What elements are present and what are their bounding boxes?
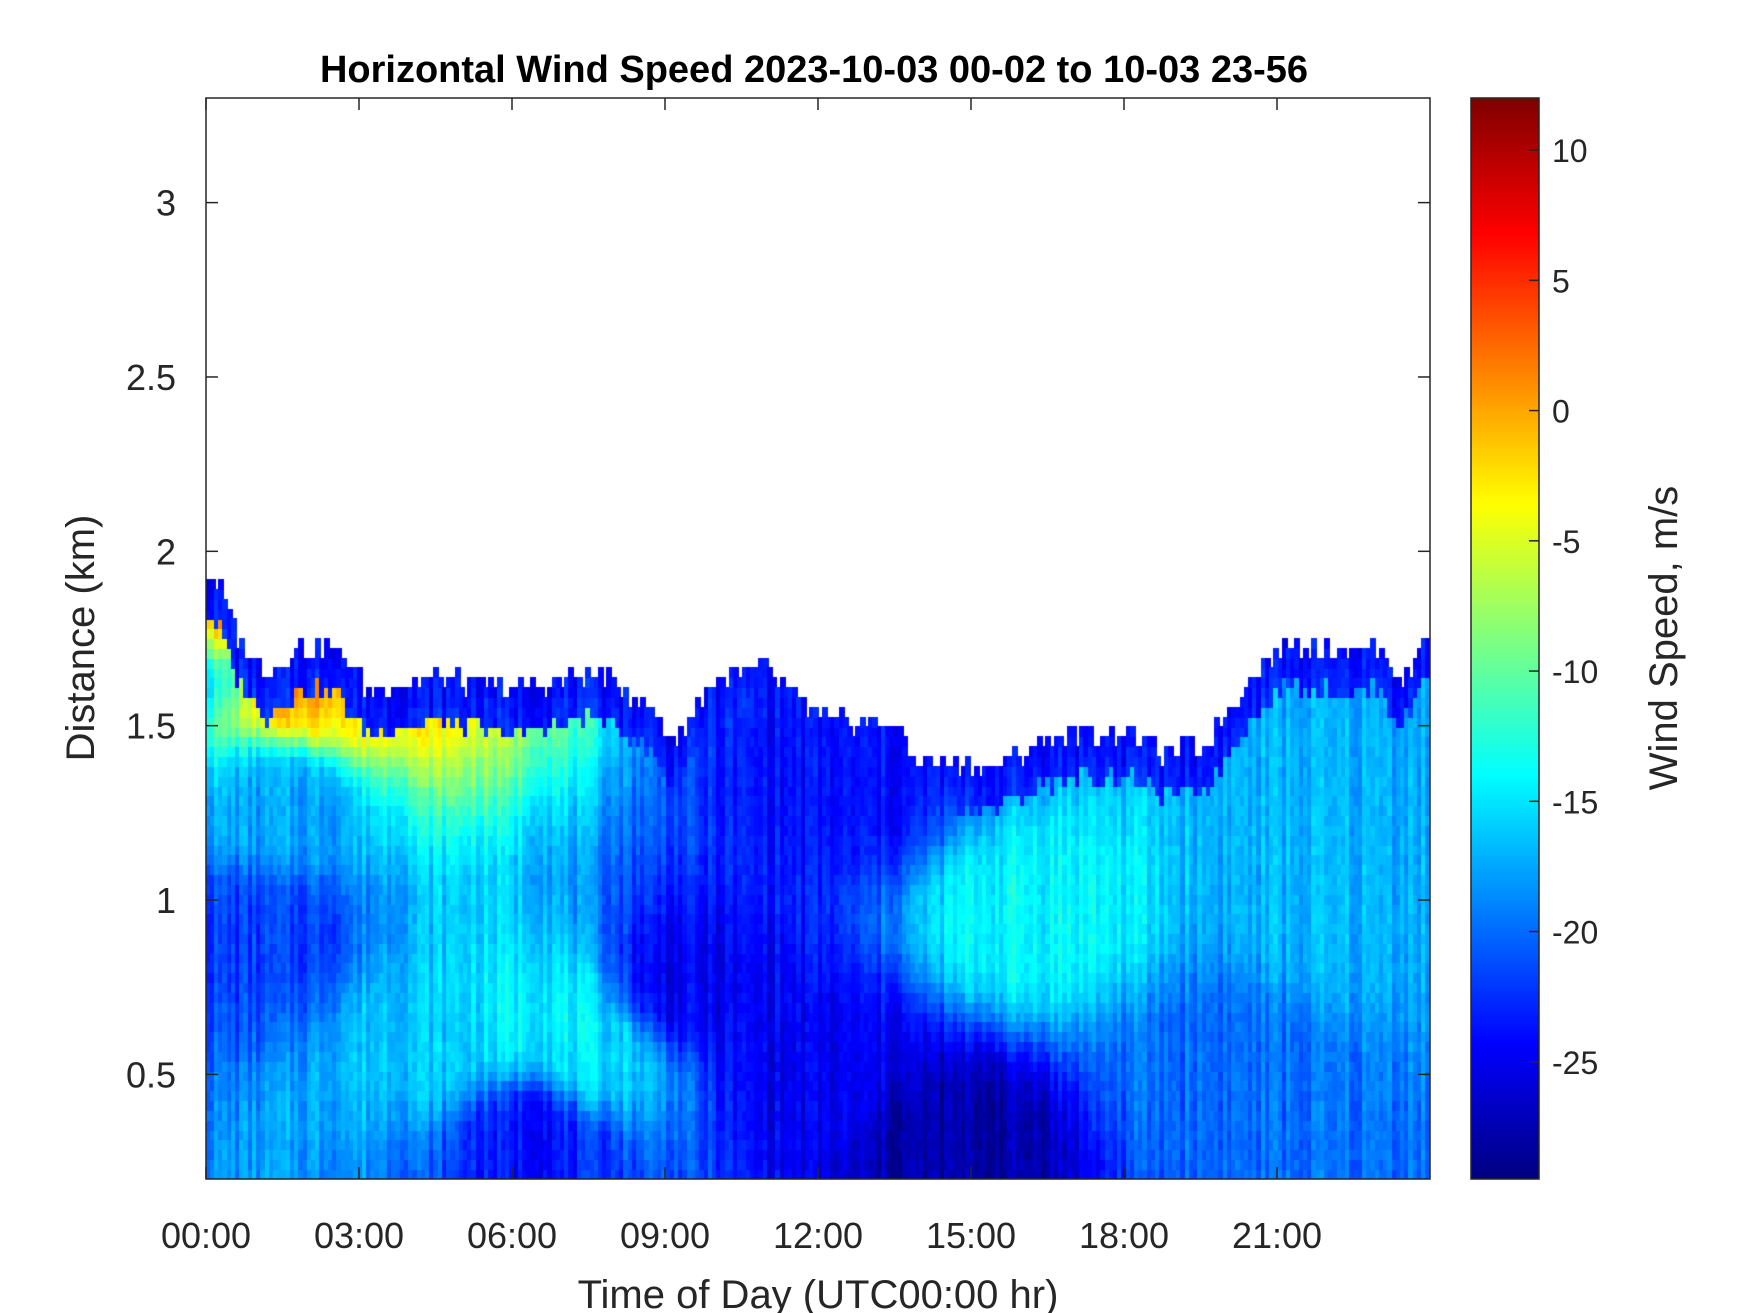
colorbar-tick-label: 0 <box>1552 394 1570 430</box>
colorbar-frame <box>1470 97 1540 1180</box>
y-axis-label: Distance (km) <box>59 515 103 762</box>
chart-title: Horizontal Wind Speed 2023-10-03 00-02 t… <box>320 49 1308 91</box>
colorbar-tick-label: -10 <box>1552 654 1598 690</box>
plot-area <box>205 97 1431 1180</box>
y-tick-label: 1.5 <box>126 706 176 747</box>
y-tick-label: 3 <box>156 183 176 224</box>
y-axis: 0.5 1 1.5 2 2.5 3 <box>126 183 1430 1095</box>
colorbar-tick-label: 10 <box>1552 133 1588 169</box>
heatmap-image <box>206 98 1430 1179</box>
x-tick-label: 15:00 <box>926 1215 1016 1256</box>
colorbar-tick-label: -20 <box>1552 915 1598 951</box>
y-tick-label: 1 <box>156 880 176 921</box>
colorbar-tick-label: -15 <box>1552 784 1598 820</box>
y-tick-label: 0.5 <box>126 1054 176 1095</box>
colorbar-tick-label: -25 <box>1552 1045 1598 1081</box>
x-tick-label: 03:00 <box>314 1215 404 1256</box>
x-tick-label: 00:00 <box>161 1215 251 1256</box>
y-tick-label: 2.5 <box>126 357 176 398</box>
x-tick-label: 09:00 <box>620 1215 710 1256</box>
y-tick-label: 2 <box>156 531 176 572</box>
colorbar-label: Wind Speed, m/s <box>1642 486 1686 791</box>
x-tick-label: 06:00 <box>467 1215 557 1256</box>
x-tick-label: 12:00 <box>773 1215 863 1256</box>
colorbar-tick-label: -5 <box>1552 524 1580 560</box>
colorbar: -25 -20 -15 -10 -5 0 5 10 <box>1470 97 1598 1180</box>
x-axis: 00:00 03:00 06:00 09:00 12:00 15:00 18:00 21:00 <box>161 98 1322 1256</box>
x-tick-label: 21:00 <box>1232 1215 1322 1256</box>
colorbar-tick-label: 5 <box>1552 263 1570 299</box>
colorbar-ticks: -25 -20 -15 -10 -5 0 5 10 <box>1529 133 1598 1081</box>
colorbar-gradient <box>1471 98 1539 1179</box>
x-tick-label: 18:00 <box>1079 1215 1169 1256</box>
x-axis-label: Time of Day (UTC00:00 hr) <box>578 1273 1059 1313</box>
